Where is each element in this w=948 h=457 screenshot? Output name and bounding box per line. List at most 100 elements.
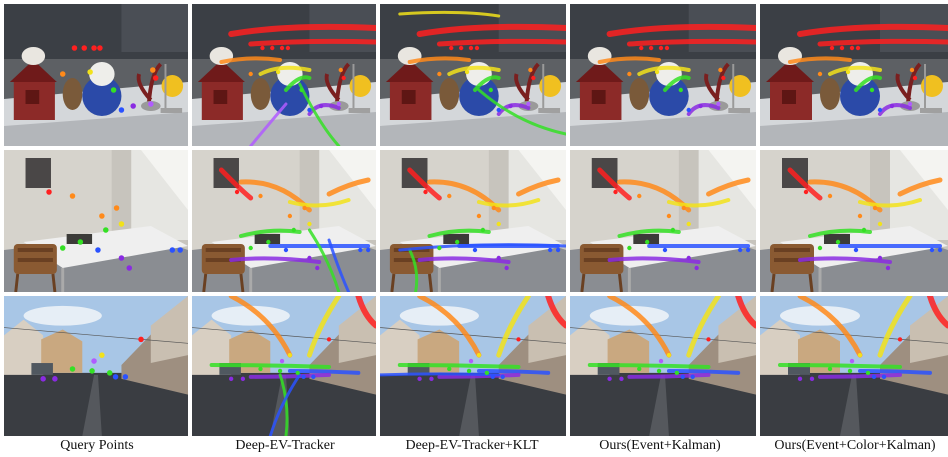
track-red [626,38,756,47]
scene-image [760,4,948,146]
track-violet [249,102,288,146]
track-green [278,373,289,436]
query-point-yellow [307,221,312,227]
point-group [437,45,536,113]
query-point-green [861,227,867,233]
query-point-violet [336,101,341,107]
query-point-red [423,189,428,195]
query-point-purple [889,103,895,109]
query-point-blue [169,247,176,253]
query-point-red [855,45,861,51]
query-point-purple [504,265,509,271]
point-group [228,337,332,381]
query-point-green [678,87,683,93]
query-point-blue [745,247,751,253]
query-point-purple [315,265,320,271]
track-group [398,10,566,136]
query-point-red [97,45,103,51]
query-point-green [670,227,676,233]
query-point-green [674,370,680,376]
scene-image [192,150,376,292]
point-group [627,45,726,113]
query-point-orange [302,205,307,211]
query-point-yellow [877,221,883,227]
query-point-orange [258,193,263,199]
query-point-violet [716,101,721,107]
scene-image [4,150,188,292]
query-point-purple [619,376,624,381]
query-point-red [285,45,291,51]
query-point-red [516,337,521,342]
track-orange [788,56,852,64]
track-yellow [398,10,501,18]
query-point-red [829,45,835,51]
track-red [735,296,756,329]
query-point-yellow [118,221,125,227]
track-orange [417,296,482,358]
query-point-red [648,45,654,51]
query-point-violet [91,358,97,364]
query-point-blue [686,107,691,113]
scene-image [4,296,188,436]
track-yellow [666,198,731,208]
point-group [817,45,918,113]
query-point-orange [338,67,343,73]
track-blue [268,373,302,436]
point-group [234,189,371,271]
query-point-orange [150,67,156,73]
query-point-green [847,368,853,374]
query-point-red [279,45,285,51]
query-point-orange [437,71,442,77]
label-query-points: Query Points [60,438,134,453]
query-point-orange [666,213,672,219]
query-point-red [721,75,726,81]
track-green [778,363,902,369]
query-point-red [803,189,809,195]
query-point-violet [849,358,855,364]
scene-image [760,296,948,436]
query-point-green [295,370,300,376]
scene-image [570,4,756,146]
track-blue [476,368,551,375]
track-red [416,23,566,37]
query-point-red [341,75,346,81]
point-group [797,337,903,381]
query-point-red [449,45,454,51]
track-yellow [287,198,351,208]
scene-background [4,150,188,292]
track-yellow [828,65,882,76]
query-point-orange [637,193,642,199]
track-group [209,296,376,436]
query-point-violet [279,358,285,364]
query-point-green [69,366,76,372]
track-blue [380,372,501,377]
scene-image [380,4,566,146]
track-red [597,167,632,201]
tile-driving-street-col0 [4,296,188,436]
scene-image [380,296,566,436]
query-point-green [817,245,823,251]
query-point-purple [429,376,434,381]
query-point-red [326,337,332,342]
query-point-green [89,368,95,374]
track-green [663,75,691,92]
query-point-purple [240,376,246,381]
query-point-red [912,75,918,81]
query-point-blue [555,247,561,253]
query-point-yellow [464,69,470,75]
query-point-purple [809,376,815,381]
track-yellow [447,65,501,76]
query-point-green [447,366,452,372]
track-group [778,296,948,379]
query-point-orange [491,205,496,211]
query-point-yellow [666,352,672,358]
query-point-orange [99,213,105,219]
query-point-red [531,75,536,81]
track-purple [818,372,902,379]
track-orange [228,296,293,358]
query-point-red [849,45,855,51]
point-group [417,337,521,381]
scene-background [4,296,188,436]
tile-driving-street-col1 [192,296,376,436]
scene-image [570,150,756,292]
